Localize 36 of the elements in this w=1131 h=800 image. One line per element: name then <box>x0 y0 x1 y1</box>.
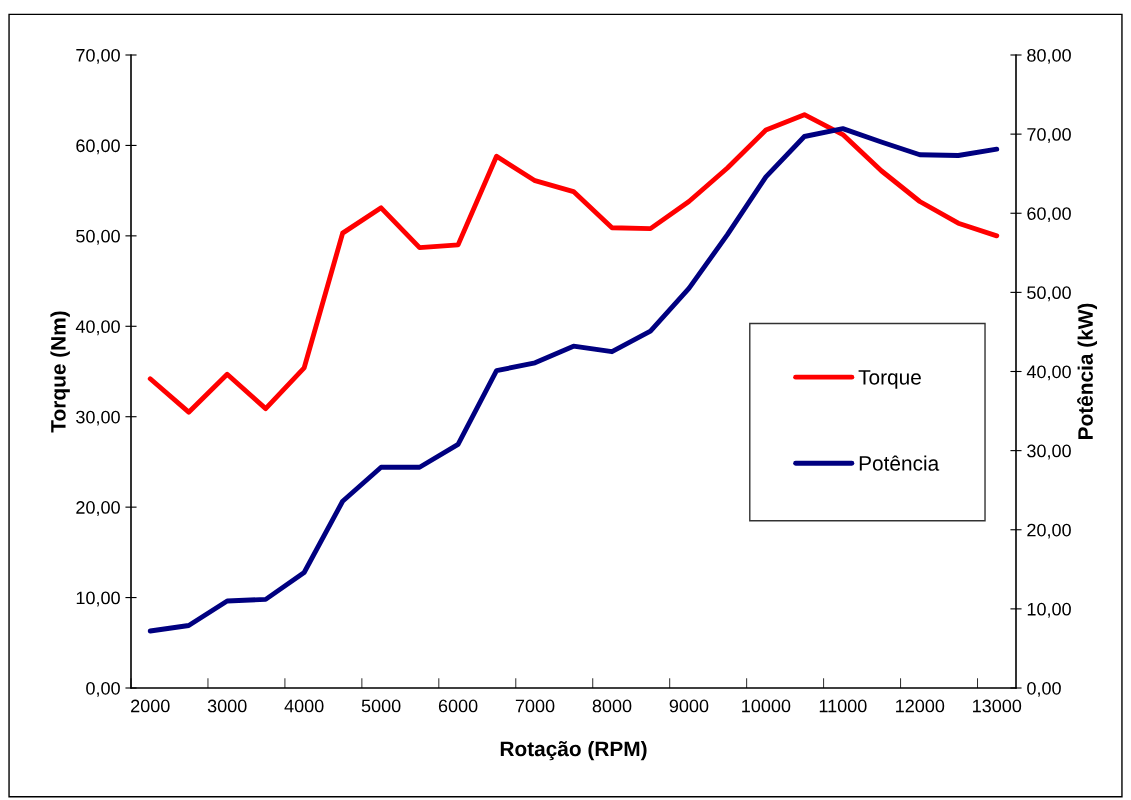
x-tick-label: 11000 <box>819 699 867 713</box>
y2-tick-label: 60,00 <box>1027 207 1071 223</box>
x-tick-label: 6000 <box>438 699 478 713</box>
x-tick-label: 7000 <box>515 699 555 713</box>
y-tick-label: 60,00 <box>76 139 120 155</box>
y2-tick-label: 30,00 <box>1027 444 1071 460</box>
y-tick-label: 70,00 <box>76 48 120 64</box>
x-tick-label: 3000 <box>207 699 247 713</box>
x-axis-title: Rotação (RPM) <box>500 740 647 761</box>
x-tick-label: 4000 <box>284 699 324 713</box>
y2-tick-label: 0,00 <box>1027 681 1061 697</box>
y2-tick-label: 50,00 <box>1027 286 1071 302</box>
y-axis-title: Torque (Nm) <box>50 311 70 433</box>
y2-tick-label: 40,00 <box>1026 365 1071 381</box>
y2-tick-label: 20,00 <box>1027 523 1071 539</box>
legend-label: Potência <box>859 455 940 471</box>
x-tick-label: 12000 <box>896 699 945 713</box>
y-tick-label: 50,00 <box>76 229 120 245</box>
y-tick-label: 30,00 <box>76 410 120 426</box>
x-tick-label: 10000 <box>742 699 791 713</box>
y2-tick-label: 80,00 <box>1027 48 1071 64</box>
y-tick-label: 0,00 <box>86 681 120 697</box>
x-tick-label: 8000 <box>592 699 632 713</box>
x-tick-label: 9000 <box>669 699 709 713</box>
y2-tick-label: 70,00 <box>1027 128 1071 143</box>
x-tick-label: 13000 <box>973 699 1022 713</box>
x-tick-label: 5000 <box>361 699 401 713</box>
line-series <box>147 112 1000 415</box>
y-tick-label: 10,00 <box>76 591 120 607</box>
x-tick-label: 2000 <box>131 699 170 713</box>
y2-tick-label: 10,00 <box>1027 602 1071 618</box>
legend-label: Torque <box>858 370 921 389</box>
y-tick-label: 20,00 <box>76 501 120 516</box>
y-tick-label: 40,00 <box>75 320 120 336</box>
line-series <box>147 126 1000 634</box>
y2-axis-title: Potência (kW) <box>1077 303 1098 439</box>
